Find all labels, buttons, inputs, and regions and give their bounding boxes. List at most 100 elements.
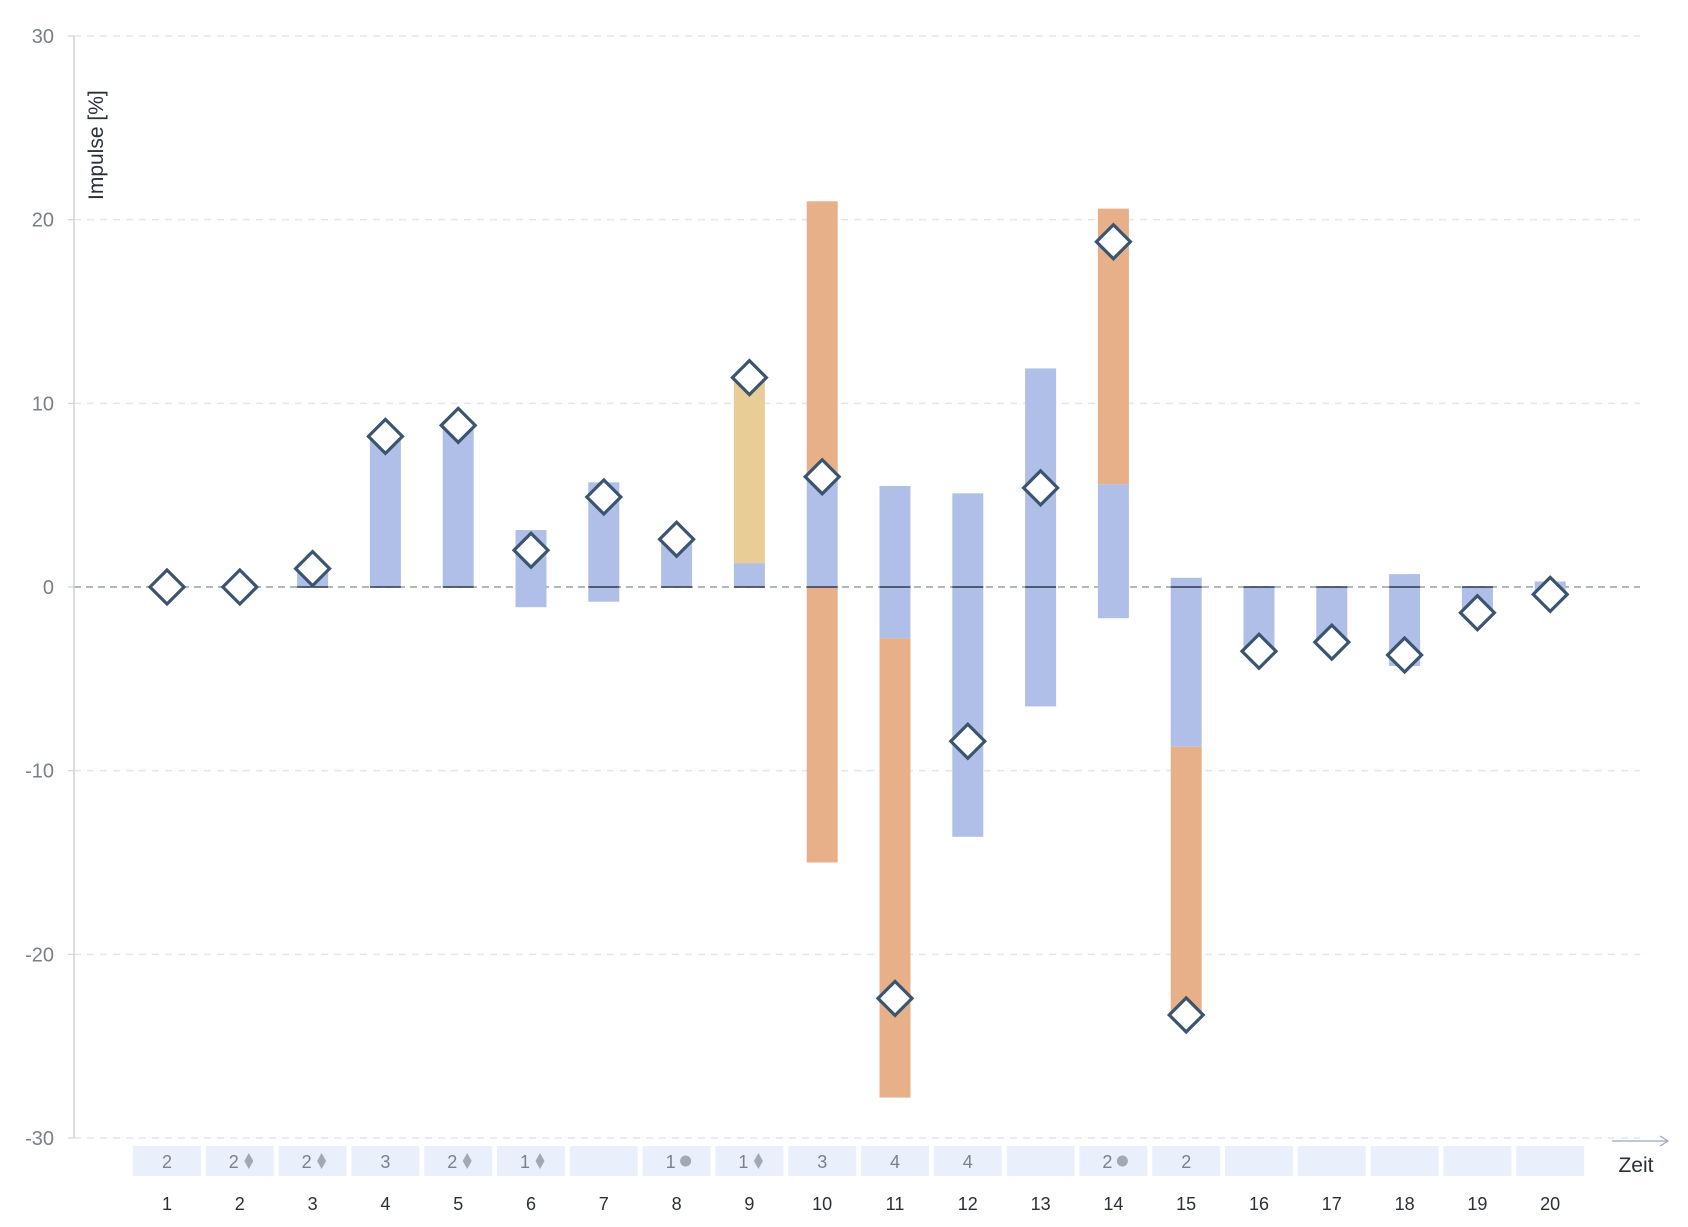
x-tick-label: 9: [744, 1194, 754, 1214]
strip-box: [569, 1146, 638, 1176]
bar-segment: [1097, 484, 1129, 619]
x-tick-label: 20: [1540, 1194, 1560, 1214]
bar-segment: [879, 638, 911, 1098]
bars-layer: [297, 201, 1566, 1098]
strip-box: [1225, 1146, 1293, 1176]
value-marker: [1166, 995, 1206, 1035]
strip-box: [351, 1146, 420, 1176]
value-marker: [1312, 622, 1352, 662]
value-marker: [1094, 222, 1133, 261]
value-marker: [1385, 635, 1424, 675]
strip-count: 4: [890, 1152, 900, 1172]
x-tick-label: 5: [453, 1194, 463, 1214]
y-axis-title: Impulse [%]: [85, 90, 108, 200]
bar-segment: [879, 485, 911, 639]
strip-box: [278, 1146, 347, 1176]
value-marker: [730, 358, 769, 397]
strip-count: 2: [1102, 1152, 1112, 1172]
strip-box: [933, 1146, 1002, 1176]
strip-count: 3: [817, 1152, 827, 1172]
strip-box: [133, 1146, 201, 1176]
strip-count: 2: [162, 1152, 172, 1172]
markers-layer: [147, 222, 1570, 1035]
value-marker: [1458, 593, 1497, 632]
strip-diamond-icon: [317, 1153, 327, 1169]
bar-segment: [952, 493, 984, 837]
strip-circle-icon: [1116, 1155, 1128, 1167]
x-tick-label: 12: [958, 1194, 978, 1214]
strip-box: [1370, 1146, 1439, 1176]
x-tick-label: 19: [1467, 1194, 1487, 1214]
x-tick-label: 3: [308, 1194, 318, 1214]
strip-count: 2: [302, 1152, 312, 1172]
value-marker: [438, 406, 478, 445]
strip-box: [1516, 1146, 1585, 1176]
strip-count: 2: [1181, 1152, 1191, 1172]
value-marker: [1021, 468, 1060, 508]
x-tick-label: 10: [812, 1194, 832, 1214]
x-tick-label: 18: [1395, 1194, 1415, 1214]
strip-box: [1079, 1146, 1148, 1176]
value-marker: [1239, 632, 1279, 671]
grid-layer: [74, 35, 1640, 1139]
strip-box: [205, 1146, 274, 1176]
strip-box: [424, 1146, 493, 1176]
x-tick-label: 1: [162, 1194, 172, 1214]
y-tick-label: -20: [25, 944, 54, 966]
x-tick-label: 7: [599, 1194, 609, 1214]
strip-count: 4: [963, 1152, 973, 1172]
bar-segment: [369, 438, 401, 587]
value-marker: [657, 519, 696, 559]
bar-segment: [1025, 368, 1057, 707]
value-marker: [1530, 575, 1570, 614]
x-axis-title: Zeit: [1618, 1154, 1653, 1177]
strip-circle-icon: [680, 1155, 692, 1167]
strip-count: 1: [738, 1152, 748, 1172]
strip-count: 3: [380, 1152, 390, 1172]
strip-diamond-icon: [753, 1153, 763, 1169]
bar-segment: [733, 379, 765, 564]
strip-diamond-icon: [462, 1153, 472, 1169]
value-marker: [875, 979, 915, 1018]
value-marker: [511, 531, 551, 570]
x-tick-label: 8: [672, 1194, 682, 1214]
y-tick-label: 30: [32, 26, 54, 48]
x-tick-label: 17: [1322, 1194, 1342, 1214]
strip-box: [1297, 1146, 1366, 1176]
x-tick-label: 16: [1249, 1194, 1269, 1214]
strip-count: 1: [520, 1152, 530, 1172]
x-axis-arrow-head: [1659, 1135, 1670, 1147]
y-tick-label: 20: [32, 210, 54, 232]
strip-count: 1: [666, 1152, 676, 1172]
y-tick-label: 0: [43, 577, 54, 599]
strip-box: [497, 1146, 565, 1176]
strip-diamond-icon: [535, 1153, 545, 1169]
bar-segment: [442, 425, 474, 587]
strip-box: [1443, 1146, 1512, 1176]
strip-box: [1006, 1146, 1075, 1176]
strip-box: [1152, 1146, 1221, 1176]
strip-count: 2: [447, 1152, 457, 1172]
bar-segment: [733, 563, 765, 587]
x-tick-label: 6: [526, 1194, 536, 1214]
y-tick-label: 10: [32, 393, 54, 415]
bar-segment: [1170, 746, 1202, 1015]
x-tick-label: 13: [1031, 1194, 1051, 1214]
bar-segment: [806, 587, 838, 863]
y-tick-label: -30: [25, 1128, 54, 1150]
strip-box: [642, 1146, 711, 1176]
value-marker: [366, 417, 405, 456]
x-tick-label: 2: [235, 1194, 245, 1214]
strip-diamond-icon: [244, 1153, 254, 1169]
bar-segment: [806, 201, 838, 477]
value-marker: [147, 567, 187, 607]
value-marker: [584, 477, 624, 517]
value-marker: [220, 567, 260, 607]
bar-segment: [1170, 577, 1202, 747]
strip-count: 2: [229, 1152, 239, 1172]
value-marker: [802, 457, 842, 497]
category-strip: 2 2 2 3 2 1 1 1 3 4 4 2 2: [133, 1146, 1585, 1176]
